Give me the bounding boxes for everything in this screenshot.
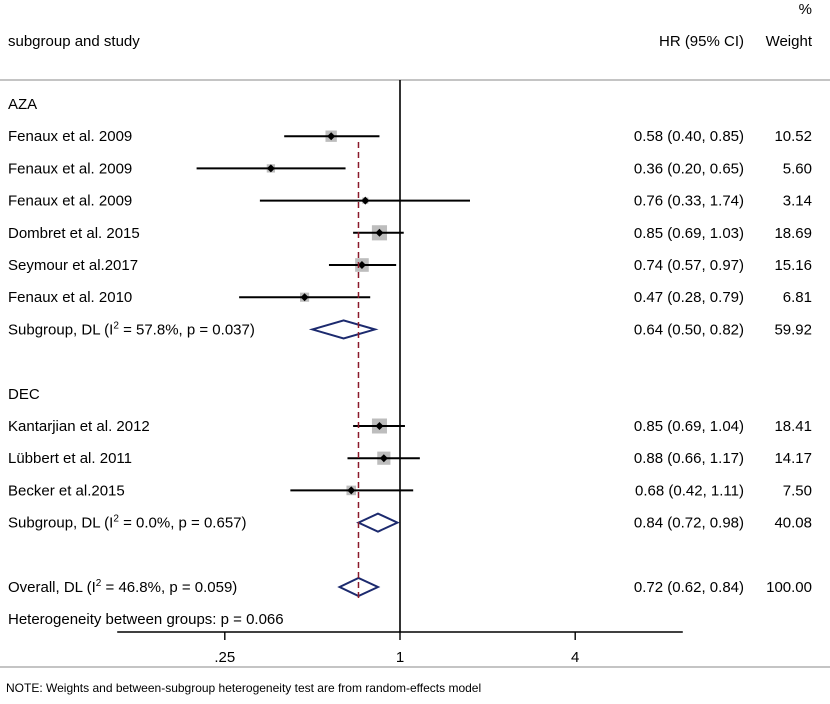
study-column-header: subgroup and study — [8, 33, 140, 50]
weight-value: 14.17 — [774, 450, 812, 467]
point-estimate — [347, 486, 356, 495]
study-label: Fenaux et al. 2010 — [8, 289, 132, 306]
overall-label-pre: Overall, DL (I — [8, 579, 96, 596]
weight-value: 7.50 — [783, 482, 812, 499]
study-label: Kantarjian et al. 2012 — [8, 418, 150, 435]
subgroup-label-sup: 2 — [113, 320, 119, 331]
study-label: Fenaux et al. 2009 — [8, 193, 132, 210]
group-label: DEC — [8, 386, 40, 403]
hr-value: 0.85 (0.69, 1.03) — [634, 225, 744, 242]
weight-value: 10.52 — [774, 128, 812, 145]
weight-column-header: Weight — [766, 33, 813, 50]
study-label: Dombret et al. 2015 — [8, 225, 140, 242]
subgroup-label-pre: Subgroup, DL (I — [8, 321, 113, 338]
point-estimate — [375, 228, 384, 237]
weight-value: 18.41 — [774, 418, 812, 435]
point-estimate — [327, 132, 336, 141]
hr-value: 0.64 (0.50, 0.82) — [634, 321, 744, 338]
hr-column-header: HR (95% CI) — [659, 33, 744, 50]
rows-layer: AZA Fenaux et al. 2009 0.58 (0.40, 0.85) 10… — [8, 80, 812, 632]
overall-label-post: = 46.8%, p = 0.059) — [101, 579, 237, 596]
hr-value: 0.85 (0.69, 1.04) — [634, 418, 744, 435]
subgroup-diamond — [308, 319, 379, 340]
x-tick-label: 4 — [571, 649, 579, 666]
weight-value: 3.14 — [783, 193, 812, 210]
hr-value: 0.88 (0.66, 1.17) — [634, 450, 744, 467]
hr-value: 0.72 (0.62, 0.84) — [634, 579, 744, 596]
overall-label-sup: 2 — [96, 578, 102, 589]
hr-value: 0.58 (0.40, 0.85) — [634, 128, 744, 145]
weight-value: 15.16 — [774, 257, 812, 274]
weight-value: 18.69 — [774, 225, 812, 242]
study-label: Fenaux et al. 2009 — [8, 160, 132, 177]
weight-value: 5.60 — [783, 160, 812, 177]
heterogeneity-text: Heterogeneity between groups: p = 0.066 — [8, 611, 284, 628]
subgroup-label-sup: 2 — [113, 514, 119, 525]
x-tick-label: 1 — [396, 649, 404, 666]
study-label: Seymour et al.2017 — [8, 257, 138, 274]
hr-value: 0.47 (0.28, 0.79) — [634, 289, 744, 306]
footnote: NOTE: Weights and between-subgroup heter… — [6, 681, 481, 695]
weight-value: 59.92 — [774, 321, 812, 338]
weight-value: 6.81 — [783, 289, 812, 306]
hr-value: 0.68 (0.42, 1.11) — [635, 482, 744, 499]
study-label: Lübbert et al. 2011 — [8, 450, 132, 467]
subgroup-diamond — [356, 512, 400, 533]
overall-label: Overall, DL (I2 = 46.8%, p = 0.059) — [8, 578, 237, 596]
point-estimate — [375, 422, 384, 430]
study-label: Becker et al.2015 — [8, 482, 125, 499]
x-axis: .25 1 4 — [0, 631, 830, 668]
group-label: AZA — [8, 96, 37, 113]
x-tick-label: .25 — [214, 649, 235, 666]
hr-value: 0.74 (0.57, 0.97) — [634, 257, 744, 274]
weight-header-percent: % — [799, 1, 812, 18]
subgroup-label-post: = 0.0%, p = 0.657) — [119, 515, 247, 532]
weight-value: 40.08 — [774, 515, 812, 532]
weight-value: 100.00 — [766, 579, 812, 596]
point-estimate — [266, 164, 275, 173]
point-estimate — [300, 293, 309, 302]
point-estimate — [357, 261, 366, 269]
point-estimate — [361, 196, 370, 205]
subgroup-label: Subgroup, DL (I2 = 57.8%, p = 0.037) — [8, 320, 255, 338]
point-estimate — [379, 454, 388, 463]
hr-value: 0.84 (0.72, 0.98) — [634, 515, 744, 532]
subgroup-label-pre: Subgroup, DL (I — [8, 515, 113, 532]
overall-diamond — [337, 576, 381, 598]
study-label: Fenaux et al. 2009 — [8, 128, 132, 145]
hr-value: 0.76 (0.33, 1.74) — [634, 193, 744, 210]
subgroup-label-post: = 57.8%, p = 0.037) — [119, 321, 255, 338]
subgroup-label: Subgroup, DL (I2 = 0.0%, p = 0.657) — [8, 514, 247, 532]
hr-value: 0.36 (0.20, 0.65) — [634, 160, 744, 177]
